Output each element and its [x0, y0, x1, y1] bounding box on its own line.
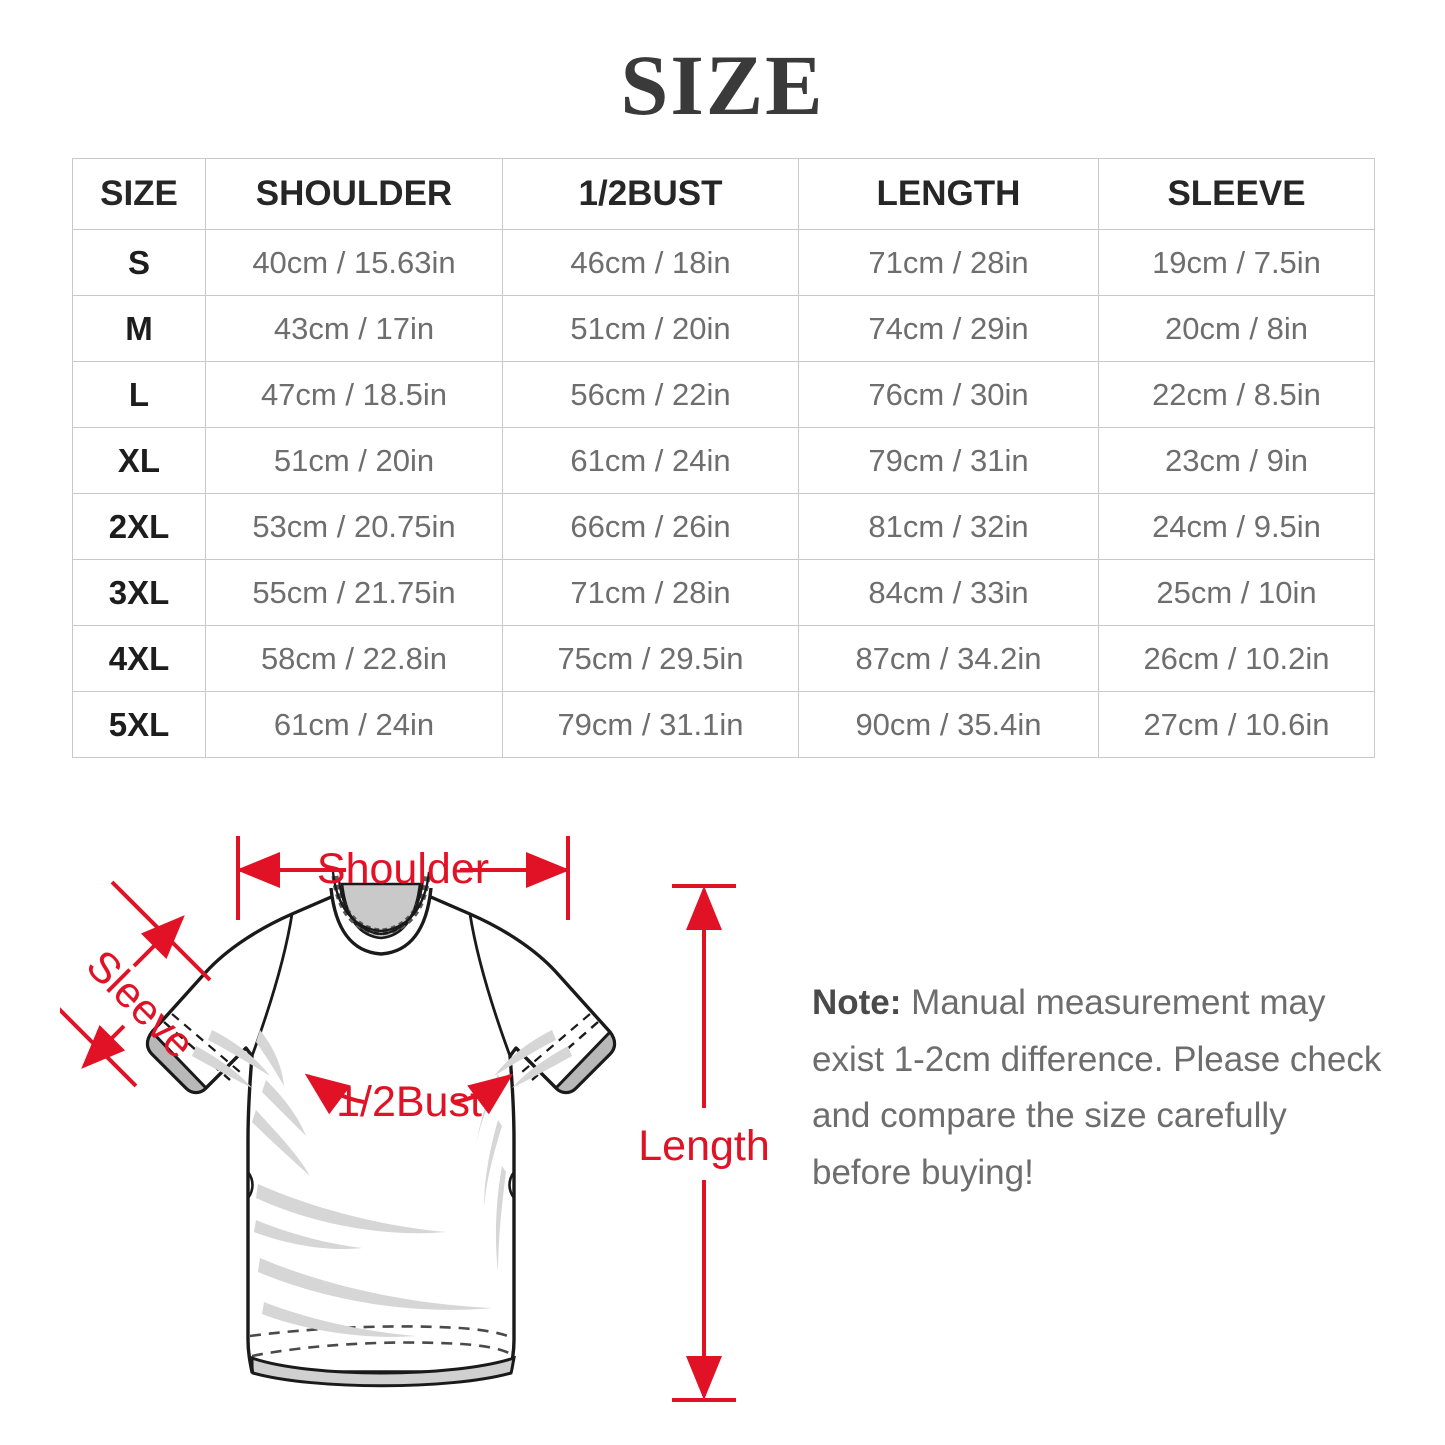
cell-length: 71cm / 28in [798, 229, 1099, 296]
cell-size: 5XL [72, 691, 206, 758]
cell-shoulder: 61cm / 24in [205, 691, 503, 758]
cell-length: 87cm / 34.2in [798, 625, 1099, 692]
tshirt-illustration: Shoulder Sleeve 1/2Bust Length [60, 836, 770, 1402]
table-row: 5XL 61cm / 24in 79cm / 31.1in 90cm / 35.… [72, 691, 1375, 758]
cell-shoulder: 51cm / 20in [205, 427, 503, 494]
cell-length: 74cm / 29in [798, 295, 1099, 362]
cell-size: XL [72, 427, 206, 494]
cell-sleeve: 23cm / 9in [1098, 427, 1375, 494]
cell-sleeve: 26cm / 10.2in [1098, 625, 1375, 692]
table-row: S 40cm / 15.63in 46cm / 18in 71cm / 28in… [72, 229, 1375, 296]
column-header-sleeve: SLEEVE [1098, 158, 1375, 230]
length-measure-annotation: Length [638, 884, 770, 1402]
cell-shoulder: 40cm / 15.63in [205, 229, 503, 296]
table-row: 3XL 55cm / 21.75in 71cm / 28in 84cm / 33… [72, 559, 1375, 626]
note-block: Note: Manual measurement may exist 1-2cm… [812, 975, 1384, 1202]
cell-size: L [72, 361, 206, 428]
cell-size: S [72, 229, 206, 296]
cell-sleeve: 20cm / 8in [1098, 295, 1375, 362]
shoulder-label: Shoulder [317, 845, 489, 893]
cell-shoulder: 55cm / 21.75in [205, 559, 503, 626]
cell-length: 79cm / 31in [798, 427, 1099, 494]
fabric-shading [192, 1030, 572, 1337]
table-row: 2XL 53cm / 20.75in 66cm / 26in 81cm / 32… [72, 493, 1375, 560]
cell-shoulder: 58cm / 22.8in [205, 625, 503, 692]
cell-bust: 46cm / 18in [502, 229, 799, 296]
cell-size: 3XL [72, 559, 206, 626]
column-header-size: SIZE [72, 158, 206, 230]
cell-shoulder: 47cm / 18.5in [205, 361, 503, 428]
cell-length: 84cm / 33in [798, 559, 1099, 626]
cell-size: 2XL [72, 493, 206, 560]
cell-length: 90cm / 35.4in [798, 691, 1099, 758]
cell-length: 76cm / 30in [798, 361, 1099, 428]
cell-size: M [72, 295, 206, 362]
column-header-shoulder: SHOULDER [205, 158, 503, 230]
cell-sleeve: 22cm / 8.5in [1098, 361, 1375, 428]
note-text: Manual measurement may exist 1-2cm diffe… [812, 983, 1382, 1193]
cell-sleeve: 19cm / 7.5in [1098, 229, 1375, 296]
cell-bust: 79cm / 31.1in [502, 691, 799, 758]
table-row: M 43cm / 17in 51cm / 20in 74cm / 29in 20… [72, 295, 1375, 362]
cell-sleeve: 25cm / 10in [1098, 559, 1375, 626]
cell-length: 81cm / 32in [798, 493, 1099, 560]
length-label: Length [638, 1122, 770, 1170]
cell-bust: 66cm / 26in [502, 493, 799, 560]
page-title: SIZE [620, 37, 825, 133]
note-label: Note: [812, 983, 902, 1022]
bust-label: 1/2Bust [336, 1078, 482, 1126]
cell-shoulder: 43cm / 17in [205, 295, 503, 362]
column-header-bust: 1/2BUST [502, 158, 799, 230]
cell-bust: 51cm / 20in [502, 295, 799, 362]
tshirt-measurement-diagram: Shoulder Sleeve 1/2Bust Length Note: Man… [0, 760, 1445, 1445]
table-row: XL 51cm / 20in 61cm / 24in 79cm / 31in 2… [72, 427, 1375, 494]
shirt-outline-group [145, 871, 617, 1388]
cell-sleeve: 27cm / 10.6in [1098, 691, 1375, 758]
table-header-row: SIZE SHOULDER 1/2BUST LENGTH SLEEVE [72, 158, 1375, 230]
table-row: L 47cm / 18.5in 56cm / 22in 76cm / 30in … [72, 361, 1375, 428]
size-chart-table: SIZE SHOULDER 1/2BUST LENGTH SLEEVE S 40… [72, 158, 1375, 758]
shoulder-measure-annotation: Shoulder [236, 836, 570, 920]
cell-bust: 71cm / 28in [502, 559, 799, 626]
table-row: 4XL 58cm / 22.8in 75cm / 29.5in 87cm / 3… [72, 625, 1375, 692]
cell-sleeve: 24cm / 9.5in [1098, 493, 1375, 560]
cell-shoulder: 53cm / 20.75in [205, 493, 503, 560]
cell-size: 4XL [72, 625, 206, 692]
column-header-length: LENGTH [798, 158, 1099, 230]
cell-bust: 61cm / 24in [502, 427, 799, 494]
bust-measure-annotation: 1/2Bust [304, 1073, 514, 1126]
cell-bust: 56cm / 22in [502, 361, 799, 428]
cell-bust: 75cm / 29.5in [502, 625, 799, 692]
